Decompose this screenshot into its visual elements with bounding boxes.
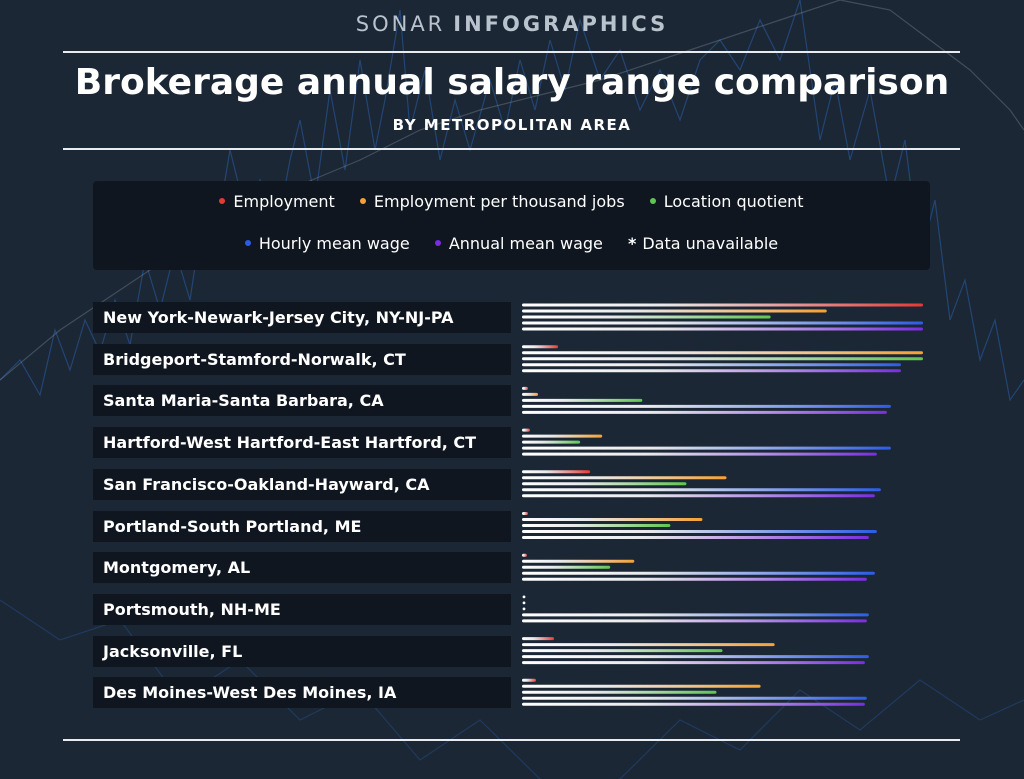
legend-label: Annual mean wage: [448, 234, 603, 253]
legend-item-data-unavailable: * Data unavailable: [628, 234, 778, 253]
legend-label: Location quotient: [663, 192, 804, 211]
bar-unavailable-marker: [522, 601, 526, 605]
legend-label: Employment: [233, 192, 335, 211]
legend: Employment Employment per thousand jobs …: [93, 181, 930, 270]
bar-unavailable-marker: [522, 607, 526, 611]
bar: [522, 363, 901, 367]
bar: [522, 559, 635, 563]
bar: [522, 327, 923, 331]
bar: [522, 577, 867, 581]
bar: [522, 655, 869, 659]
bar: [522, 571, 875, 575]
category-label: Hartford-West Hartford-East Hartford, CT: [93, 427, 511, 459]
bar: [522, 351, 923, 355]
bar: [522, 696, 867, 700]
bar: [522, 434, 603, 438]
legend-dot: [649, 197, 656, 204]
bar: [522, 488, 881, 492]
bar: [522, 565, 611, 569]
category-label: Santa Maria-Santa Barbara, CA: [93, 385, 511, 417]
bar: [522, 524, 671, 527]
brand-logo: SONAR INFOGRAPHICS: [0, 12, 1024, 36]
bar: [522, 428, 531, 432]
bar: [522, 309, 827, 313]
legend-row-1: Employment Employment per thousand jobs …: [93, 192, 930, 211]
legend-dot: [359, 197, 366, 204]
asterisk-icon: *: [627, 234, 637, 253]
bar: [522, 470, 591, 474]
category-label: New York-Newark-Jersey City, NY-NJ-PA: [93, 302, 511, 333]
bar: [522, 369, 901, 373]
bar: [522, 512, 529, 515]
chart-title: Brokerage annual salary range comparison: [74, 62, 950, 103]
bar: [522, 613, 869, 617]
bar: [522, 536, 869, 539]
category-label: Bridgeport-Stamford-Norwalk, CT: [93, 343, 511, 375]
top-divider: [63, 51, 960, 53]
legend-item-employment: Employment: [219, 192, 335, 211]
bar: [522, 702, 865, 706]
bar: [522, 530, 877, 533]
brand-light-text: SONAR: [355, 12, 446, 36]
category-label: Portland-South Portland, ME: [93, 510, 511, 542]
bar: [522, 404, 891, 408]
bar: [522, 315, 771, 319]
legend-item-annual-mean-wage: Annual mean wage: [434, 234, 603, 253]
legend-row-2: Hourly mean wage Annual mean wage * Data …: [93, 234, 930, 253]
legend-label: Data unavailable: [642, 234, 779, 253]
legend-label: Hourly mean wage: [258, 234, 410, 253]
title-divider: [63, 148, 960, 150]
brand-bold-text: INFOGRAPHICS: [453, 12, 669, 36]
legend-label: Employment per thousand jobs: [373, 192, 625, 211]
bar: [522, 357, 923, 361]
bar: [522, 386, 529, 390]
legend-item-location-quotient: Location quotient: [649, 192, 804, 211]
bar: [522, 398, 643, 402]
legend-item-employment-per-thousand: Employment per thousand jobs: [359, 192, 625, 211]
bar-unavailable-marker: [522, 595, 526, 599]
category-label: Des Moines-West Des Moines, IA: [93, 677, 511, 709]
category-label: Portsmouth, NH-ME: [93, 593, 511, 625]
bar: [522, 452, 877, 456]
bar: [522, 553, 527, 557]
legend-item-hourly-mean-wage: Hourly mean wage: [244, 234, 410, 253]
legend-dot: [244, 239, 251, 246]
bar: [522, 410, 887, 414]
bar: [522, 619, 867, 623]
legend-dot: [219, 197, 226, 204]
bar: [522, 392, 539, 396]
bar: [522, 518, 703, 521]
bar: [522, 482, 687, 486]
chart-subtitle: BY METROPOLITAN AREA: [392, 116, 632, 134]
bar: [522, 446, 891, 450]
bar: [522, 643, 775, 647]
bar: [522, 345, 559, 349]
bar: [522, 684, 761, 688]
bar: [522, 678, 537, 682]
bar: [522, 649, 723, 653]
bottom-divider: [63, 739, 960, 741]
bar: [522, 476, 727, 480]
bar: [522, 303, 923, 307]
category-label: San Francisco-Oakland-Hayward, CA: [93, 468, 511, 500]
category-label: Jacksonville, FL: [93, 635, 511, 667]
bar: [522, 690, 717, 694]
bar: [522, 321, 923, 325]
legend-dot: [434, 239, 441, 246]
bar: [522, 637, 555, 641]
bar: [522, 661, 865, 665]
bar: [522, 440, 581, 444]
category-label: Montgomery, AL: [93, 552, 511, 584]
bar: [522, 494, 875, 498]
